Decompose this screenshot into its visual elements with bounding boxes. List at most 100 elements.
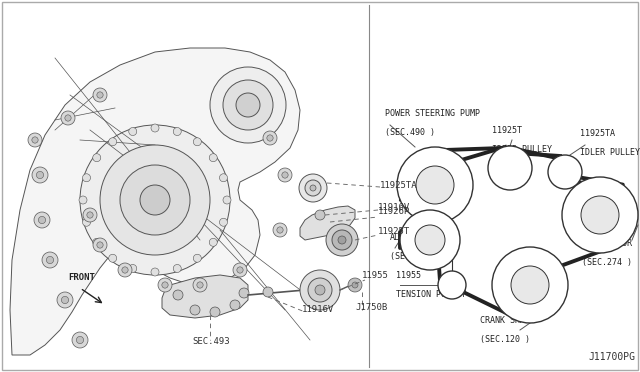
Circle shape	[34, 212, 50, 228]
Text: POWER STEERING PUMP: POWER STEERING PUMP	[385, 109, 480, 118]
Circle shape	[263, 287, 273, 297]
Circle shape	[305, 180, 321, 196]
Circle shape	[140, 185, 170, 215]
Text: 11925TA: 11925TA	[380, 180, 418, 189]
Circle shape	[129, 264, 137, 272]
Text: 11925T: 11925T	[378, 228, 410, 237]
Polygon shape	[10, 48, 300, 355]
Circle shape	[80, 125, 230, 275]
Circle shape	[100, 145, 210, 255]
Text: 11926P: 11926P	[378, 208, 410, 217]
Text: (SEC.120 ): (SEC.120 )	[480, 335, 530, 344]
Circle shape	[46, 256, 54, 264]
Circle shape	[209, 154, 217, 162]
Circle shape	[173, 264, 181, 272]
Circle shape	[209, 238, 217, 246]
Circle shape	[76, 336, 84, 344]
Text: FRONT: FRONT	[68, 273, 95, 282]
Text: IDLER PULLEY: IDLER PULLEY	[492, 145, 552, 154]
Circle shape	[492, 247, 568, 323]
Circle shape	[511, 266, 549, 304]
Circle shape	[120, 165, 190, 235]
Text: 11916V: 11916V	[378, 202, 410, 212]
Circle shape	[223, 196, 231, 204]
Circle shape	[400, 210, 460, 270]
Circle shape	[93, 154, 100, 162]
Circle shape	[308, 278, 332, 302]
Circle shape	[220, 218, 227, 226]
Circle shape	[87, 212, 93, 218]
Circle shape	[210, 67, 286, 143]
Circle shape	[97, 242, 103, 248]
Text: 11955: 11955	[396, 271, 421, 280]
Circle shape	[32, 137, 38, 143]
Circle shape	[173, 128, 181, 135]
Circle shape	[282, 172, 288, 178]
Circle shape	[93, 238, 107, 252]
Circle shape	[193, 278, 207, 292]
Text: 11916V: 11916V	[302, 305, 334, 314]
Text: COMPRESSOR: COMPRESSOR	[582, 239, 632, 248]
Circle shape	[42, 252, 58, 268]
Circle shape	[93, 238, 100, 246]
Circle shape	[230, 300, 240, 310]
Circle shape	[32, 167, 48, 183]
Circle shape	[581, 196, 619, 234]
Circle shape	[488, 146, 532, 190]
Circle shape	[72, 332, 88, 348]
Circle shape	[109, 138, 116, 146]
Circle shape	[190, 305, 200, 315]
Text: (SEC.231 ): (SEC.231 )	[390, 252, 440, 261]
Polygon shape	[162, 275, 248, 318]
Circle shape	[267, 135, 273, 141]
Circle shape	[162, 282, 168, 288]
Circle shape	[83, 218, 90, 226]
Text: 11720N: 11720N	[598, 208, 628, 217]
Circle shape	[57, 292, 73, 308]
Circle shape	[332, 230, 352, 250]
Circle shape	[197, 282, 203, 288]
Circle shape	[61, 111, 75, 125]
Text: IDLER PULLEY: IDLER PULLEY	[580, 148, 640, 157]
Circle shape	[416, 166, 454, 204]
Circle shape	[415, 225, 445, 255]
Circle shape	[299, 174, 327, 202]
Circle shape	[122, 267, 128, 273]
Circle shape	[438, 271, 466, 299]
Circle shape	[28, 133, 42, 147]
Circle shape	[397, 147, 473, 223]
Circle shape	[65, 115, 71, 121]
Text: CRANK SHAFT: CRANK SHAFT	[480, 316, 535, 325]
Circle shape	[338, 236, 346, 244]
Circle shape	[352, 282, 358, 288]
Circle shape	[83, 174, 90, 182]
Circle shape	[79, 196, 87, 204]
Text: (SEC.274 ): (SEC.274 )	[582, 258, 632, 267]
Circle shape	[273, 223, 287, 237]
Circle shape	[223, 80, 273, 130]
Circle shape	[158, 278, 172, 292]
Circle shape	[548, 155, 582, 189]
Circle shape	[300, 270, 340, 310]
Text: SEC.493: SEC.493	[192, 337, 230, 346]
Circle shape	[83, 208, 97, 222]
Text: 11955: 11955	[362, 272, 389, 280]
Circle shape	[348, 278, 362, 292]
Text: ALTERNATOR: ALTERNATOR	[390, 233, 440, 242]
Circle shape	[233, 263, 247, 277]
Circle shape	[236, 93, 260, 117]
Circle shape	[61, 296, 68, 304]
Circle shape	[315, 285, 325, 295]
Circle shape	[220, 174, 227, 182]
Circle shape	[277, 227, 283, 233]
Text: 11925T: 11925T	[492, 126, 522, 135]
Circle shape	[109, 254, 116, 262]
Circle shape	[151, 268, 159, 276]
Circle shape	[315, 210, 325, 220]
Circle shape	[118, 263, 132, 277]
Text: J11700PG: J11700PG	[588, 352, 635, 362]
Circle shape	[239, 288, 249, 298]
Circle shape	[193, 254, 202, 262]
Circle shape	[237, 267, 243, 273]
Circle shape	[36, 171, 44, 179]
